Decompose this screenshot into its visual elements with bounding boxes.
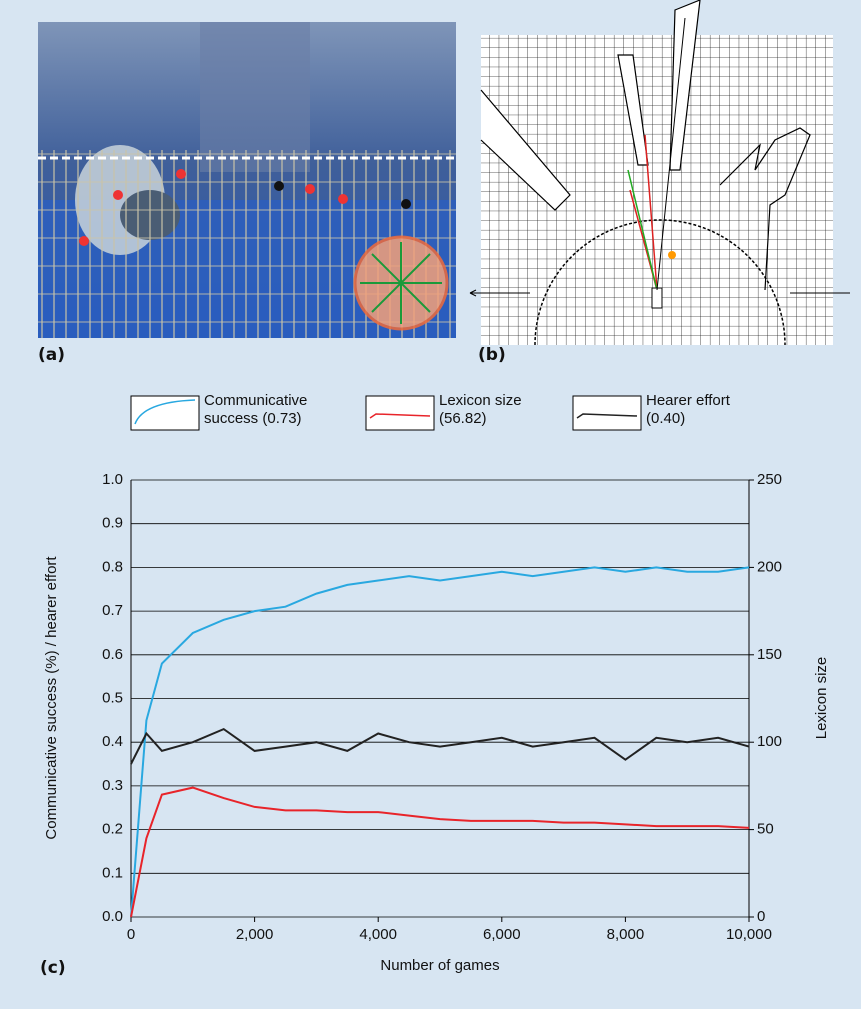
y2-tick-label: 250 xyxy=(757,471,782,488)
panel-label: (a) xyxy=(38,345,65,365)
series-line xyxy=(130,727,750,765)
y-tick-label: 0.1 xyxy=(102,864,123,881)
y-tick-label: 0.6 xyxy=(102,646,123,663)
legend-swatch xyxy=(365,395,435,431)
x-tick-label: 6,000 xyxy=(483,926,521,943)
y2-tick-label: 0 xyxy=(757,908,765,925)
y2-tick-label: 150 xyxy=(757,646,782,663)
legend-label: Lexicon size (56.82) xyxy=(439,392,522,427)
y2-tick-label: 200 xyxy=(757,558,782,575)
y-tick-label: 0.9 xyxy=(102,515,123,532)
x-tick-label: 8,000 xyxy=(607,926,645,943)
x-tick-label: 10,000 xyxy=(726,926,772,943)
y2-tick-label: 100 xyxy=(757,733,782,750)
legend-swatch xyxy=(572,395,642,431)
x-tick-label: 0 xyxy=(127,926,135,943)
legend-label: Hearer effort (0.40) xyxy=(646,392,730,427)
y-tick-label: 0.2 xyxy=(102,821,123,838)
y-tick-label: 0.7 xyxy=(102,602,123,619)
series-line xyxy=(130,566,750,918)
legend-swatch xyxy=(130,395,200,431)
y-tick-label: 0.3 xyxy=(102,777,123,794)
series-line xyxy=(130,786,750,918)
y-tick-label: 0.4 xyxy=(102,733,123,750)
panel-label: (c) xyxy=(40,958,66,978)
photo xyxy=(38,22,456,338)
x-tick-label: 2,000 xyxy=(236,926,274,943)
occupancy-map xyxy=(469,0,850,346)
y2-axis-title: Lexicon size xyxy=(813,657,830,740)
y-tick-label: 0.8 xyxy=(102,558,123,575)
panel-label: (b) xyxy=(478,345,506,365)
x-axis-title: Number of games xyxy=(380,957,499,974)
y-tick-label: 1.0 xyxy=(102,471,123,488)
legend-line xyxy=(576,413,638,419)
legend-line xyxy=(369,413,431,419)
legend-line xyxy=(134,399,196,425)
legend-label: Communicative success (0.73) xyxy=(204,392,308,427)
y-axis-title: Communicative success (%) / hearer effor… xyxy=(43,556,60,840)
y2-tick-label: 50 xyxy=(757,821,774,838)
x-tick-label: 4,000 xyxy=(359,926,397,943)
y-tick-label: 0.5 xyxy=(102,689,123,706)
y-tick-label: 0.0 xyxy=(102,908,123,925)
